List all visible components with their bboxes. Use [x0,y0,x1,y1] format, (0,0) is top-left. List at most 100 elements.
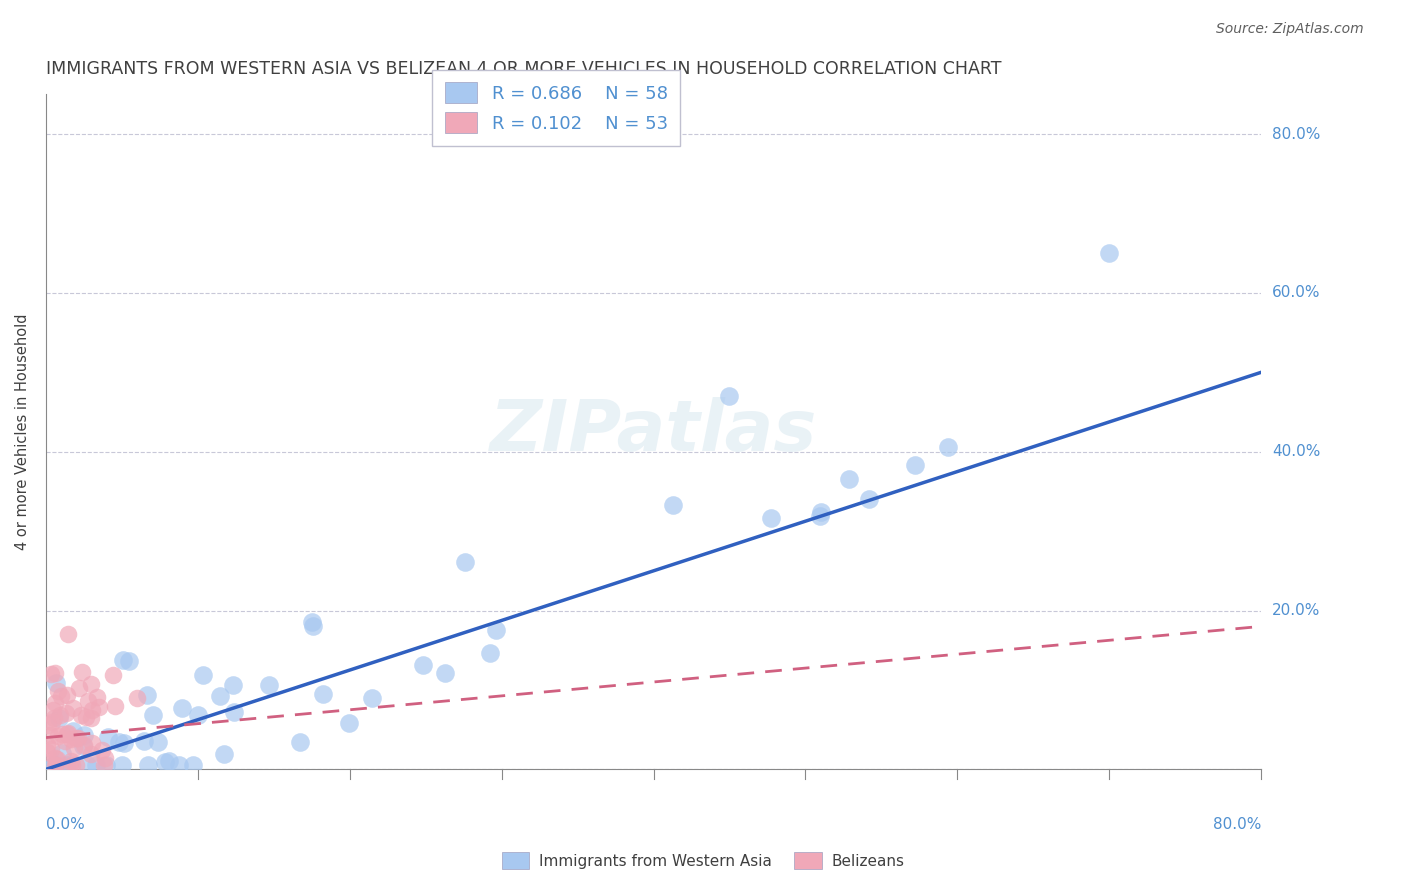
Point [142,707,165,722]
Point [904,458,927,472]
Point [80,735,103,749]
Point [56,627,79,641]
Point [66,731,89,745]
Point [44,666,66,681]
Point [70,665,93,679]
Point [65,758,87,772]
Point [56,726,79,740]
Point [73,728,96,742]
Point [55,758,77,772]
Point [37,738,59,752]
Point [82,703,104,717]
Point [94,751,117,765]
Point [80,710,103,724]
Point [76,758,98,772]
Point [191,668,214,682]
Point [257,678,280,692]
Point [103,668,125,682]
Point [53,734,76,748]
Point [49,708,72,723]
Text: IMMIGRANTS FROM WESTERN ASIA VS BELIZEAN 4 OR MORE VEHICLES IN HOUSEHOLD CORRELA: IMMIGRANTS FROM WESTERN ASIA VS BELIZEAN… [46,60,1001,78]
Point [838,472,860,486]
Legend: R = 0.686    N = 58, R = 0.102    N = 53: R = 0.686 N = 58, R = 0.102 N = 53 [432,70,681,145]
Point [222,705,245,719]
Point [60,732,83,747]
Point [37,718,59,732]
Point [77,694,100,708]
Point [108,735,131,749]
Text: 80.0%: 80.0% [1213,816,1261,831]
Point [55,688,77,702]
Point [46,752,69,766]
Point [90,743,112,757]
Point [97,730,120,744]
Text: 60.0%: 60.0% [1272,285,1320,301]
Point [478,646,501,660]
Text: ZIPatlas: ZIPatlas [489,397,817,467]
Point [169,758,191,772]
Point [75,709,97,723]
Point [301,618,323,632]
Point [104,698,127,713]
Point [146,735,169,749]
Point [42,758,65,772]
Point [132,734,155,748]
Point [111,653,134,667]
Point [212,747,235,761]
Point [759,511,782,525]
Point [136,758,159,772]
Point [55,706,77,720]
Point [65,731,87,745]
Point [412,658,434,673]
Point [312,687,335,701]
Point [62,741,84,756]
Text: 0.0%: 0.0% [46,816,84,831]
Point [361,690,384,705]
Point [72,739,94,754]
Y-axis label: 4 or more Vehicles in Household: 4 or more Vehicles in Household [15,314,30,550]
Point [112,736,135,750]
Point [118,654,141,668]
Point [41,703,63,717]
Point [41,714,63,729]
Text: 20.0%: 20.0% [1272,603,1320,618]
Point [45,675,67,690]
Point [1098,246,1121,260]
Text: Source: ZipAtlas.com: Source: ZipAtlas.com [1216,22,1364,37]
Point [936,440,959,454]
Point [62,701,84,715]
Point [290,735,312,749]
Point [37,745,59,759]
Point [858,492,880,507]
Point [44,751,66,765]
Point [485,624,508,638]
Point [662,498,685,512]
Point [810,505,832,519]
Point [157,755,180,769]
Point [44,696,66,710]
Point [170,701,193,715]
Point [96,758,118,772]
Point [45,758,67,772]
Point [125,690,148,705]
Point [51,746,73,760]
Point [187,707,209,722]
Point [208,690,231,704]
Point [434,666,457,681]
Point [67,681,90,695]
Point [454,555,477,569]
Point [62,758,84,772]
Point [62,723,84,738]
Point [301,615,323,629]
Point [111,758,134,772]
Point [58,758,80,772]
Point [59,755,82,769]
Point [51,727,73,741]
Text: 80.0%: 80.0% [1272,127,1320,142]
Point [48,710,70,724]
Text: 40.0%: 40.0% [1272,444,1320,459]
Point [337,715,360,730]
Point [45,758,67,772]
Point [79,747,101,761]
Point [56,726,79,740]
